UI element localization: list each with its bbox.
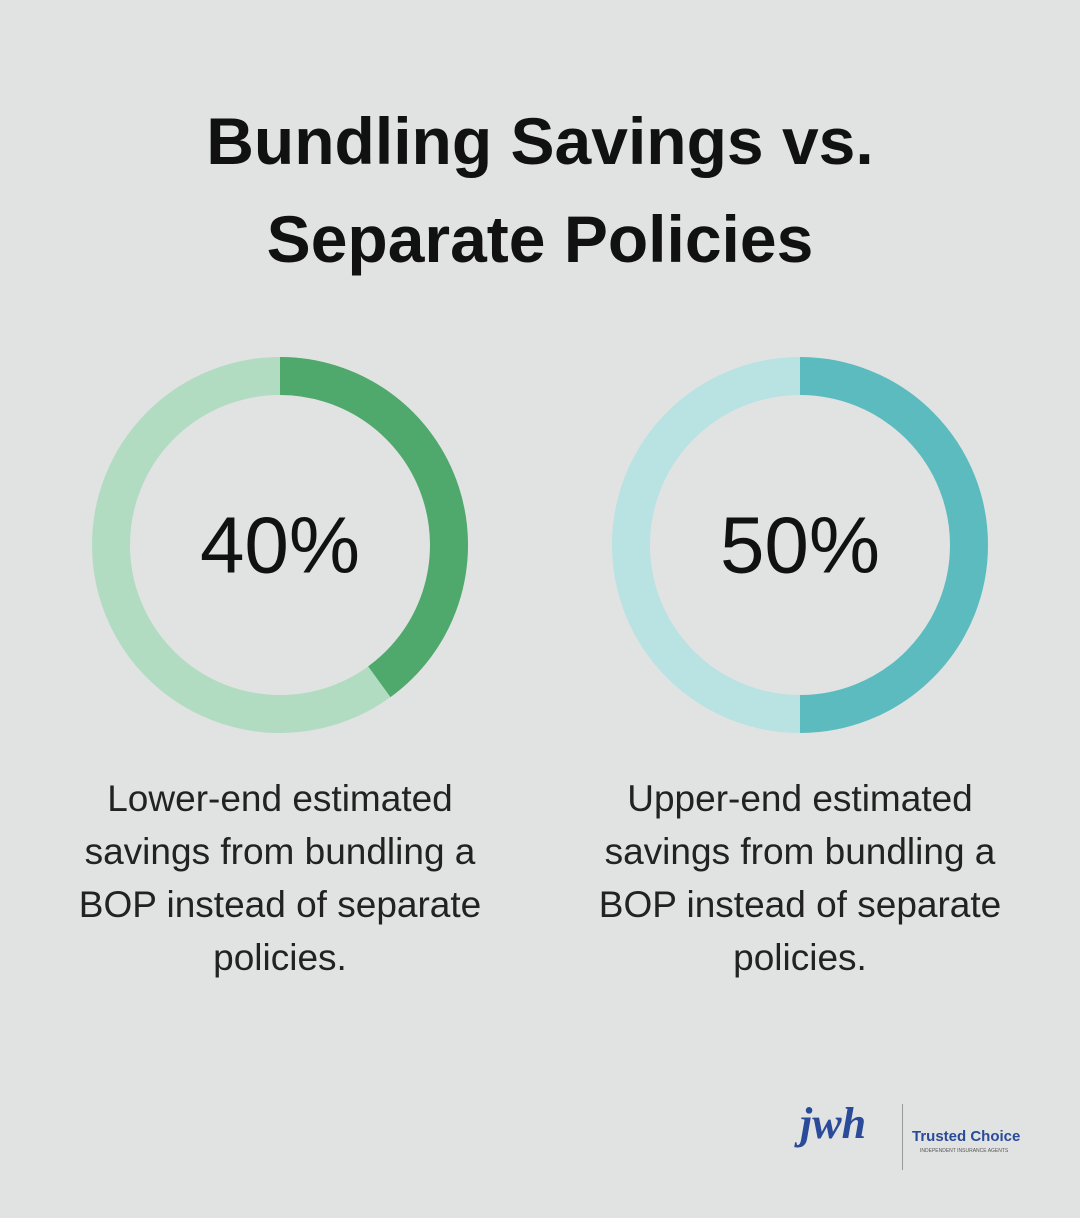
agency-logo: jwh (800, 1099, 867, 1148)
title: Bundling Savings vs. Separate Policies (206, 104, 874, 276)
partner-tagline: INDEPENDENT INSURANCE AGENTS (920, 1148, 1009, 1154)
donut-arc (799, 357, 988, 733)
logo-divider (902, 1104, 903, 1170)
partner-logo: Trusted Choice (912, 1128, 1021, 1145)
description: Upper-end estimated savings from bundlin… (598, 778, 1002, 978)
donut-arc (279, 357, 468, 698)
description: Lower-end estimated savings from bundlin… (78, 778, 482, 978)
value-label: 40% (200, 501, 360, 590)
value-label: 50% (720, 501, 880, 590)
